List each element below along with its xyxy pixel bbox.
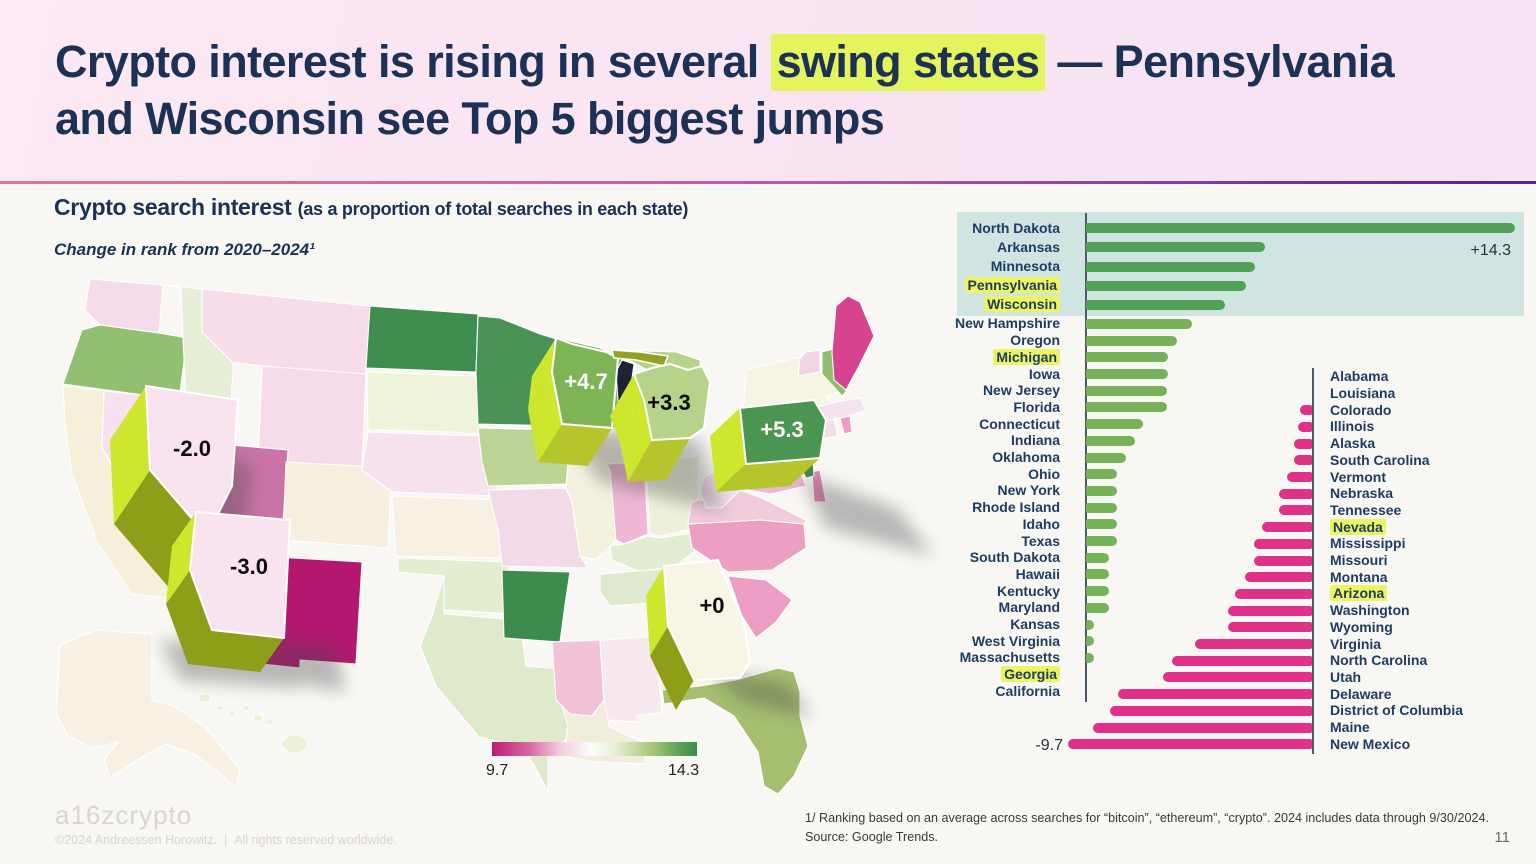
svg-text:+4.7: +4.7	[564, 369, 607, 394]
svg-text:+3.3: +3.3	[647, 390, 690, 415]
svg-text:-3.0: -3.0	[230, 554, 268, 579]
svg-text:+5.3: +5.3	[760, 417, 803, 442]
svg-text:+0: +0	[699, 593, 724, 618]
svg-text:-2.0: -2.0	[173, 436, 211, 461]
